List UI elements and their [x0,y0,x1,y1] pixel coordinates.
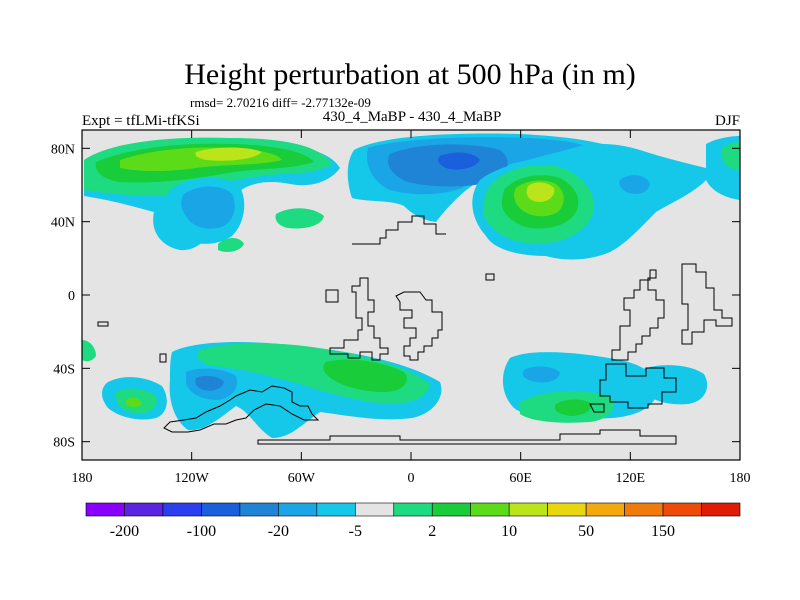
colorbar-swatch [585,502,625,517]
experiment-label: Expt = tfLMi-tfKSi [82,113,200,129]
colorbar-swatch [85,502,125,517]
x-tick-label: 0 [408,471,415,486]
colorbar-swatch [201,502,241,517]
colorbar-swatch [701,502,741,517]
colorbar-label: -100 [187,523,216,540]
colorbar-labels: -200 -100 -20 -5 2 10 50 150 [110,523,675,540]
anomaly-contour [554,399,592,416]
x-tick-label: 60E [509,471,532,486]
coastlines [97,215,733,445]
anomaly-contour [619,175,650,194]
colorbar-swatch [316,502,356,517]
anomaly-contour [218,238,244,252]
anomaly-contour [722,142,740,170]
colorbar-label: -200 [110,523,139,540]
x-tick-label: 120W [175,471,210,486]
x-tick-label: 120E [616,471,646,486]
colorbar-swatch [239,502,279,517]
colorbar-label: 2 [428,523,436,540]
x-tick-label: 60W [288,471,316,486]
colorbar-swatch [547,502,587,517]
colorbar-swatch [662,502,702,517]
anomaly-contour [181,186,235,229]
colorbar-label: 10 [501,523,517,540]
y-axis: 80N 40N 0 40S 80S [51,142,740,451]
colorbar-label: -20 [268,523,289,540]
y-tick-label: 80N [51,142,75,157]
colorbar [85,502,741,517]
anomaly-contour [195,147,262,161]
colorbar-swatch [393,502,433,517]
anomaly-contour [438,152,480,170]
stats-text: rmsd= 2.70216 diff= -2.77132e-09 [190,95,371,110]
colorbar-swatch [624,502,664,517]
colorbar-swatch [278,502,318,517]
x-tick-label: 180 [72,471,93,486]
colorbar-swatch [508,502,548,517]
anomaly-contour [126,397,142,407]
anomaly-contour [275,208,324,229]
colorbar-swatch [470,502,510,517]
anomaly-contour [82,340,96,362]
x-axis: 180 120W 60W 0 60E 120E 180 [72,130,751,486]
colorbar-swatch [354,502,395,517]
comparison-label: 430_4_MaBP - 430_4_MaBP [323,109,502,125]
chart-title: Height perturbation at 500 hPa (in m) [184,58,636,91]
anomaly-contour [323,359,407,392]
colorbar-swatch [431,502,472,517]
anomaly-contour [522,366,560,383]
season-label: DJF [715,113,740,129]
colorbar-swatch [124,502,164,517]
anomaly-contour [640,365,708,405]
colorbar-swatch [162,502,202,517]
colorbar-label: 50 [578,523,594,540]
anomaly-contour [195,375,224,391]
colorbar-label: -5 [349,523,362,540]
y-tick-label: 80S [53,436,75,451]
y-tick-label: 0 [68,289,75,304]
colorbar-label: 150 [651,523,675,540]
y-tick-label: 40S [53,362,75,377]
map-panel [82,130,740,460]
y-tick-label: 40N [51,216,75,231]
anomaly-contour [526,182,555,202]
x-tick-label: 180 [730,471,751,486]
